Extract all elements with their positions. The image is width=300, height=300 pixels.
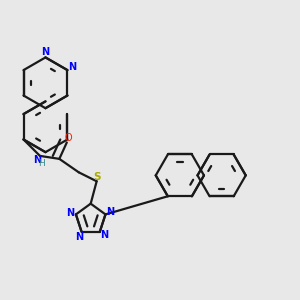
Text: N: N — [75, 232, 83, 242]
Text: H: H — [38, 159, 45, 168]
Text: N: N — [68, 62, 76, 72]
Text: O: O — [64, 133, 72, 143]
Text: N: N — [100, 230, 109, 240]
Text: N: N — [34, 155, 42, 165]
Text: S: S — [94, 172, 101, 182]
Text: N: N — [67, 208, 75, 218]
Text: N: N — [41, 47, 50, 57]
Text: N: N — [106, 207, 114, 217]
